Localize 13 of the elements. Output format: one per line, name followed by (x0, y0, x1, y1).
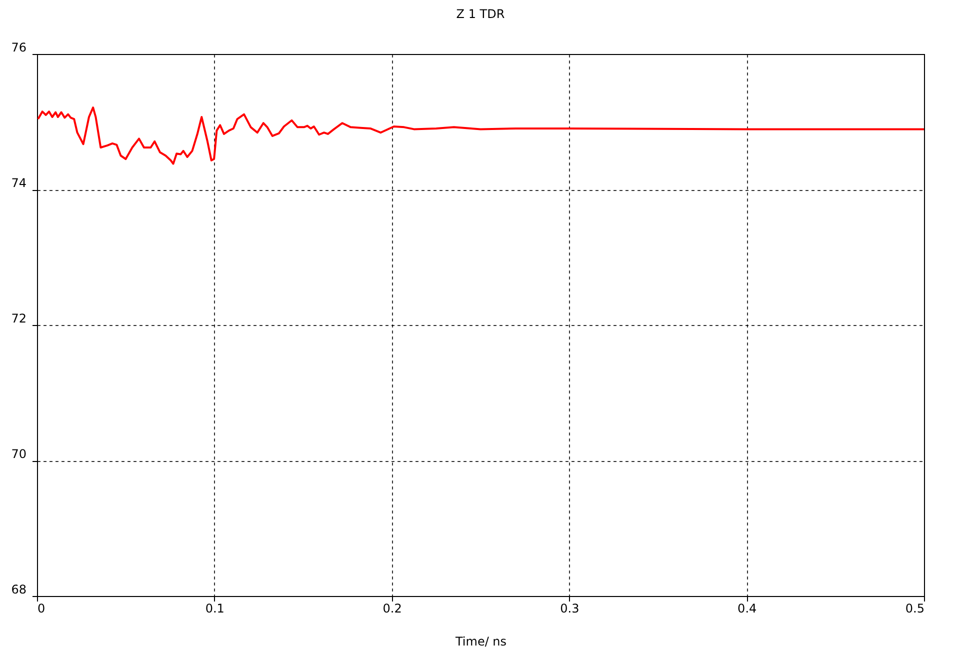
x-tick-label: 0.3 (560, 602, 580, 616)
x-tick-label: 0.4 (738, 602, 757, 616)
x-tick-label: 0 (38, 602, 46, 616)
x-tick-label: 0.2 (382, 602, 402, 616)
y-tick-label: 68 (11, 582, 26, 596)
y-tick-label: 74 (11, 176, 26, 190)
chart-title: Z 1 TDR (456, 7, 505, 21)
y-tick-label: 72 (11, 312, 26, 326)
x-tick-label: 0.1 (205, 602, 224, 616)
x-tick-label: 0.5 (905, 602, 924, 616)
x-axis-title: Time/ ns (454, 634, 507, 648)
y-tick-label: 70 (11, 447, 26, 461)
y-tick-label: 76 (11, 40, 26, 54)
